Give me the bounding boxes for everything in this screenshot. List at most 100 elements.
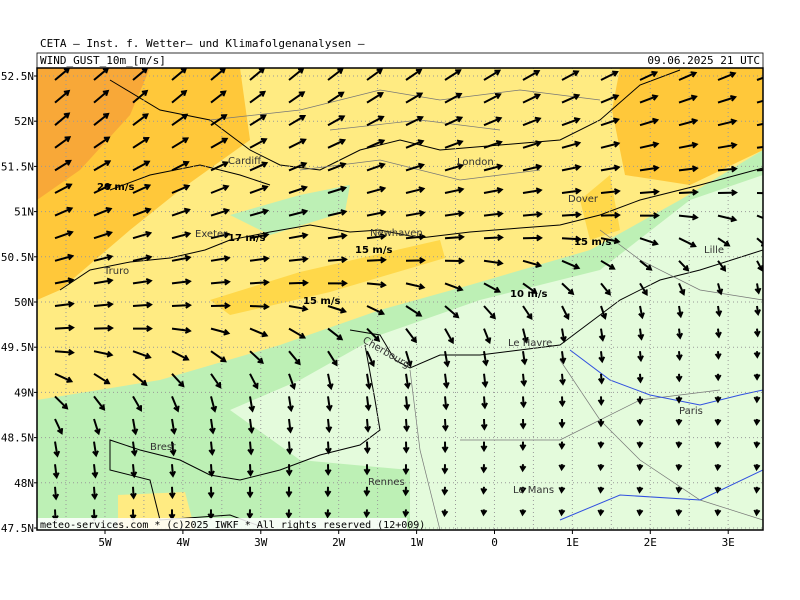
river (559, 349, 763, 521)
wind-arrow (522, 93, 541, 104)
wind-arrow (210, 373, 222, 389)
wind-arrow (522, 328, 529, 344)
field-name: WIND_GUST_10m_[m/s] (40, 54, 166, 67)
wind-arrow (366, 138, 386, 149)
wind-arrow (130, 464, 138, 479)
lon-label: 2W (332, 536, 346, 549)
wind-arrow (714, 396, 722, 404)
wind-arrow (92, 441, 99, 458)
wind-arrow (483, 93, 502, 104)
wind-arrow (753, 351, 761, 359)
wind-arrow (600, 282, 611, 296)
wind-arrow (405, 209, 426, 217)
wind-arrow (171, 373, 185, 388)
wind-arrow (405, 257, 426, 264)
wind-arrow (249, 303, 270, 311)
wind-arrow (717, 260, 727, 272)
wind-arrow (561, 140, 582, 149)
wind-arrow (481, 396, 488, 410)
wind-arrow (324, 509, 332, 519)
wind-arrow (366, 256, 387, 264)
wind-arrow (54, 348, 75, 356)
wind-arrow (520, 373, 528, 387)
wind-arrow (405, 139, 425, 149)
wind-arrow (444, 257, 465, 265)
wind-arrow (132, 230, 153, 240)
wind-arrow (366, 209, 387, 217)
wind-arrow (288, 232, 309, 240)
wind-arrow (756, 122, 763, 127)
wind-arrow (249, 350, 264, 365)
wind-arrow (639, 70, 659, 81)
wind-arrow (519, 464, 527, 473)
place-label: Lille (704, 245, 724, 256)
wind-arrow (171, 113, 189, 127)
wind-arrow (327, 327, 344, 341)
wind-arrow (714, 351, 722, 360)
wind-arrow (93, 160, 112, 172)
wind-arrow (285, 509, 293, 520)
lat-label: 51.5N (1, 160, 34, 173)
wind-arrow (522, 234, 543, 242)
wind-arrow (363, 509, 371, 519)
wind-arrow (285, 486, 293, 498)
wind-arrow (717, 189, 738, 197)
wind-arrow (288, 305, 309, 312)
wind-arrow (444, 210, 465, 217)
wind-arrow (288, 208, 309, 217)
wind-arrow (597, 396, 605, 407)
wind-arrow (169, 464, 177, 478)
wind-arrow (483, 69, 502, 81)
wind-arrow (637, 328, 645, 341)
lat-label: 48N (14, 477, 34, 490)
lat-label: 52.5N (1, 70, 34, 83)
wind-arrow (639, 237, 659, 246)
wind-arrow (327, 305, 347, 314)
wind-arrow (678, 213, 699, 221)
place-label: Newhaven (370, 228, 423, 239)
wind-arrow (247, 441, 255, 456)
wind-arrow (753, 509, 761, 517)
wind-arrow (676, 305, 684, 319)
wind-arrow (639, 188, 660, 196)
lat-label: 49N (14, 386, 34, 399)
wind-arrow (402, 464, 410, 475)
wind-arrow (249, 90, 267, 104)
wind-arrow (171, 137, 190, 149)
wind-arrow (324, 486, 332, 498)
wind-arrow (600, 259, 616, 270)
wind-arrow (288, 350, 301, 366)
wind-arrow (717, 118, 738, 127)
wind-arrow (715, 328, 722, 339)
wind-arrow (714, 509, 722, 517)
wind-arrow (171, 207, 191, 217)
wind-arrow (402, 486, 410, 497)
lat-label: 47.5N (1, 522, 34, 535)
wind-arrow (522, 187, 543, 195)
lat-label: 51N (14, 206, 34, 219)
wind-arrow (363, 486, 371, 497)
wind-arrow (405, 92, 424, 104)
wind-arrow (522, 116, 542, 127)
wind-arrow (93, 112, 110, 126)
wind-arrow (403, 418, 410, 433)
field-orange (612, 68, 763, 185)
wind-arrow (366, 350, 376, 368)
wind-arrow (170, 418, 178, 435)
contour-label: 20 m/s (97, 182, 134, 193)
wind-arrow (558, 441, 566, 450)
wind-arrow (366, 68, 384, 81)
wind-arrow (753, 486, 761, 494)
wind-arrow (366, 162, 386, 172)
wind-arrow (132, 113, 149, 126)
wind-arrow (286, 418, 294, 434)
wind-arrow (405, 186, 426, 194)
wind-arrow (714, 464, 722, 472)
wind-arrow (480, 509, 488, 517)
place-label: Dover (568, 194, 599, 205)
wind-arrow (559, 373, 566, 386)
coastline (59, 167, 763, 291)
wind-arrow (404, 373, 411, 390)
wind-arrow (443, 351, 451, 368)
wind-arrow (444, 328, 454, 345)
